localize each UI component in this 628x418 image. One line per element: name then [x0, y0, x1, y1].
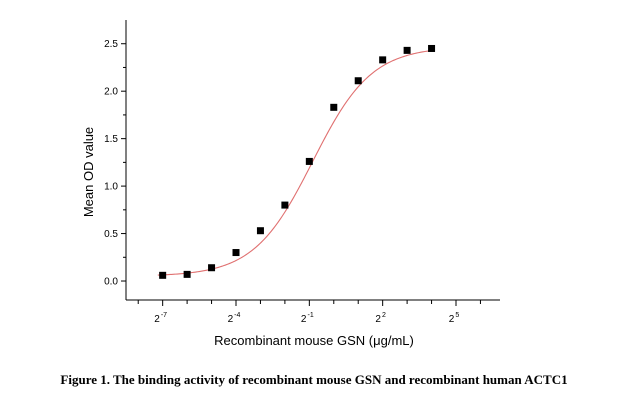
data-point: [330, 103, 338, 111]
y-tick-label: 2.0: [104, 87, 118, 98]
data-point: [232, 249, 240, 257]
x-tick-label: 2-7: [154, 312, 167, 325]
fit-curve-group: [157, 49, 435, 276]
data-point: [281, 201, 289, 209]
data-point: [379, 56, 387, 64]
data-point: [403, 46, 411, 54]
data-point: [208, 264, 216, 272]
y-tick-label: 0.5: [104, 229, 118, 240]
data-point: [183, 270, 191, 278]
y-tick-label: 0.0: [104, 277, 118, 288]
data-points: [159, 44, 436, 279]
data-point: [305, 157, 313, 165]
fit-curve: [157, 49, 435, 276]
chart: 0.0 0.5 1.0 1.5 2.0 2.5 2-7 2-4 2-1 22 25 Recombin…: [81, 20, 500, 348]
y-tick-label: 1.5: [104, 134, 118, 145]
y-axis-title: Mean OD value: [81, 127, 96, 217]
x-tick-label: 2-1: [301, 312, 314, 325]
x-tick-label: 25: [449, 312, 460, 325]
data-point: [428, 44, 436, 52]
y-tick-label: 1.0: [104, 182, 118, 193]
axes: [121, 20, 500, 306]
figure-caption: Figure 1. The binding activity of recomb…: [60, 372, 568, 387]
x-axis-title: Recombinant mouse GSN (μg/mL): [214, 333, 414, 348]
data-point: [256, 227, 264, 235]
data-point: [354, 77, 362, 85]
x-tick-label: 22: [375, 312, 386, 325]
axis-labels: 0.0 0.5 1.0 1.5 2.0 2.5 2-7 2-4 2-1 22 25: [104, 39, 459, 325]
y-tick-label: 2.5: [104, 39, 118, 50]
x-tick-label: 2-4: [228, 312, 241, 325]
data-point: [159, 271, 167, 279]
